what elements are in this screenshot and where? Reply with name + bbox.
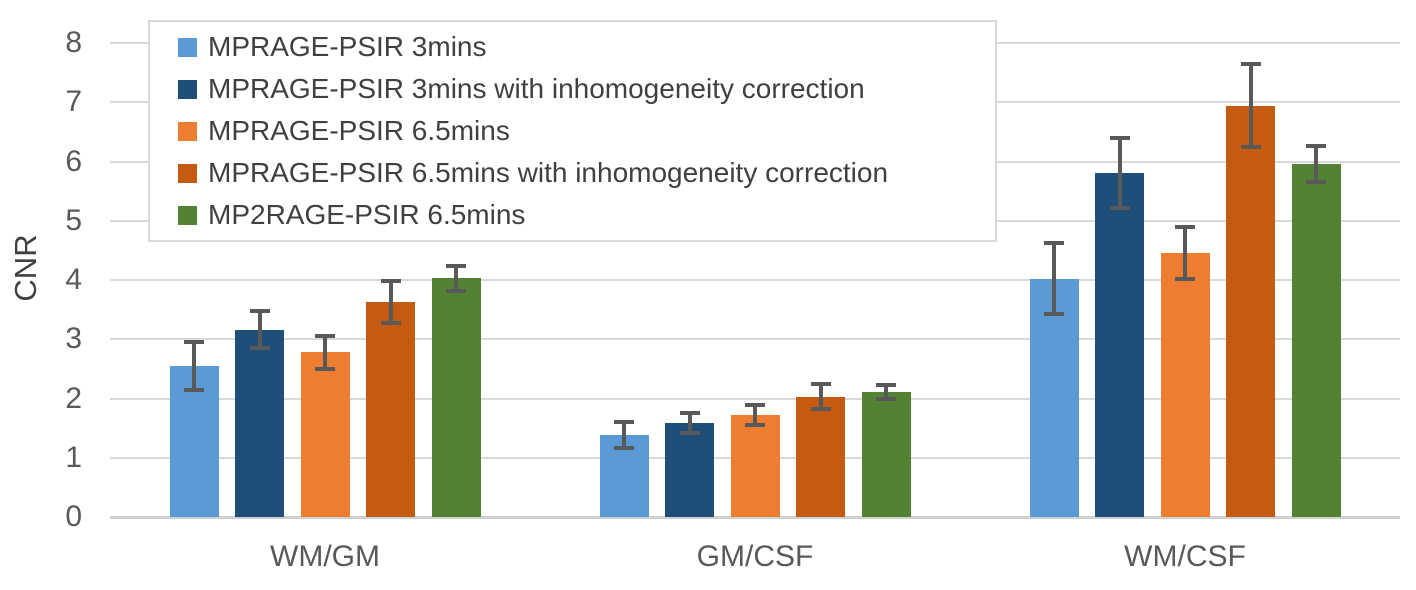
error-bar-cap — [1109, 135, 1130, 140]
error-bar-line — [1183, 226, 1187, 279]
error-bar-cap — [679, 410, 700, 415]
error-bar-line — [192, 342, 196, 390]
legend-item: MPRAGE-PSIR 3mins — [150, 27, 995, 67]
error-bar-cap — [614, 420, 634, 425]
error-bar-line — [1052, 243, 1056, 315]
bar — [861, 391, 911, 517]
legend-item: MP2RAGE-PSIR 6.5mins — [150, 195, 995, 235]
error-bar-line — [687, 412, 692, 433]
error-bar-cap — [446, 263, 466, 268]
error-bar-cap — [1240, 62, 1261, 67]
error-bar-line — [753, 405, 757, 426]
error-bar-cap — [184, 340, 204, 345]
legend-item: MPRAGE-PSIR 6.5mins — [150, 111, 995, 151]
error-bar-cap — [446, 288, 466, 293]
category-label: GM/CSF — [696, 540, 814, 573]
bar — [796, 396, 845, 517]
gridline — [110, 338, 1400, 341]
y-tick-label: 1 — [65, 440, 82, 474]
error-bar-cap — [1306, 180, 1326, 185]
y-tick-label: 2 — [65, 381, 82, 415]
bar — [300, 352, 350, 517]
error-bar-line — [818, 384, 823, 410]
y-tick-label: 8 — [65, 26, 82, 59]
error-bar-cap — [1044, 241, 1064, 246]
error-bar-cap — [315, 333, 335, 338]
y-tick-label: 4 — [65, 263, 82, 296]
legend-swatch-icon — [178, 163, 197, 183]
error-bar-cap — [1109, 205, 1130, 210]
legend-swatch-icon — [178, 205, 197, 225]
error-bar-cap — [1240, 145, 1261, 150]
error-bar-cap — [810, 382, 831, 387]
y-tick-label: 6 — [65, 144, 82, 178]
error-bar-line — [454, 265, 458, 291]
error-bar-cap — [876, 383, 896, 388]
error-bar-cap — [380, 321, 401, 326]
error-bar-line — [323, 335, 327, 369]
error-bar-line — [257, 311, 262, 349]
gridline — [110, 516, 1400, 519]
error-bar-line — [388, 280, 393, 324]
bar — [1095, 172, 1144, 517]
legend: MPRAGE-PSIR 3mins MPRAGE-PSIR 3mins with … — [148, 20, 997, 242]
error-bar-line — [1117, 137, 1122, 208]
legend-label: MPRAGE-PSIR 3mins with inhomogeneity cor… — [208, 73, 865, 104]
bar — [730, 415, 780, 517]
error-bar-cap — [1175, 276, 1195, 281]
bar — [1160, 252, 1210, 517]
legend-item: MPRAGE-PSIR 3mins with inhomogeneity cor… — [150, 69, 995, 109]
bar — [235, 329, 284, 517]
error-bar-cap — [315, 366, 335, 371]
legend-label: MPRAGE-PSIR 6.5mins with inhomogeneity c… — [208, 157, 889, 188]
error-bar-cap — [745, 403, 765, 408]
error-bar-cap — [810, 407, 831, 412]
error-bar-cap — [380, 278, 401, 283]
y-tick-label: 3 — [65, 322, 82, 356]
bar — [1029, 278, 1079, 517]
legend-item: MPRAGE-PSIR 6.5mins with inhomogeneity c… — [150, 153, 995, 193]
error-bar-cap — [249, 346, 270, 351]
category-label: WM/GM — [270, 540, 380, 573]
error-bar-cap — [745, 423, 765, 428]
legend-label: MPRAGE-PSIR 3mins — [208, 31, 487, 62]
legend-swatch-icon — [178, 121, 197, 141]
error-bar-line — [622, 422, 626, 449]
y-tick-label: 7 — [65, 85, 82, 119]
error-bar-cap — [614, 446, 634, 451]
bar — [1291, 163, 1341, 517]
y-tick-label: 0 — [65, 500, 82, 533]
bar — [431, 278, 481, 517]
legend-label: MP2RAGE-PSIR 6.5mins — [208, 199, 526, 230]
error-bar-line — [1314, 145, 1318, 183]
y-tick-label: 5 — [65, 203, 82, 237]
legend-swatch-icon — [178, 79, 197, 99]
bar — [1226, 105, 1275, 517]
legend-label: MPRAGE-PSIR 6.5mins — [208, 115, 510, 146]
error-bar-line — [1248, 64, 1253, 148]
error-bar-line — [884, 385, 888, 399]
error-bar-cap — [876, 396, 896, 401]
error-bar-cap — [1306, 143, 1326, 148]
error-bar-cap — [1175, 224, 1195, 229]
error-bar-cap — [679, 430, 700, 435]
gridline — [110, 279, 1400, 281]
error-bar-cap — [1044, 312, 1064, 317]
bar — [665, 422, 714, 517]
error-bar-cap — [249, 309, 270, 314]
error-bar-cap — [184, 387, 204, 392]
gridline — [110, 397, 1400, 400]
bar — [366, 301, 415, 517]
category-label: WM/CSF — [1124, 540, 1246, 573]
legend-swatch-icon — [178, 37, 197, 57]
